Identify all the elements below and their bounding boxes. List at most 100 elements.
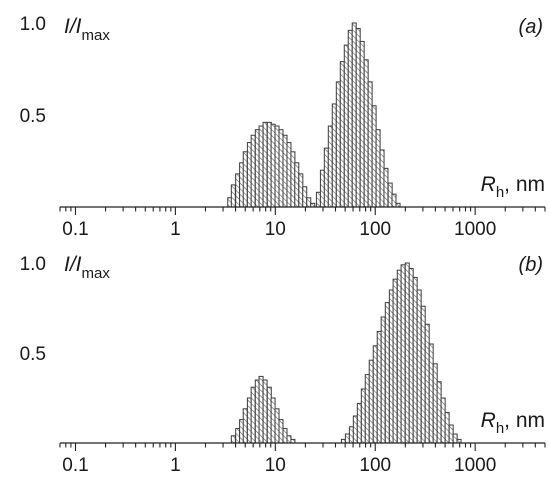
bar-b-s0-12	[278, 419, 284, 444]
x-tick-label-b: 1	[170, 455, 181, 476]
bar-b-s1-23	[432, 363, 438, 444]
bar-a-s1-8	[347, 29, 353, 208]
bar-a-s1-5	[335, 81, 341, 208]
bar-b-s1-1	[344, 433, 350, 444]
bar-a-s0-14	[282, 134, 288, 208]
bar-b-s0-11	[274, 408, 280, 444]
bar-a-s1-6	[339, 61, 345, 208]
x-axis-title-b: Rh, nm	[481, 409, 545, 437]
bar-b-s1-8	[372, 345, 378, 444]
bar-b-s1-22	[428, 343, 434, 444]
bar-b-s1-11	[384, 302, 390, 444]
x-ticks-b: 0.1 1 10 100 1000	[59, 443, 546, 476]
bar-b-s1-28	[452, 433, 458, 444]
bar-b-s0-8	[262, 379, 268, 444]
bar-b-s1-2	[348, 426, 354, 444]
bar-a-s0-17	[294, 162, 300, 208]
bar-a-s1-3	[327, 125, 333, 208]
panel-a: 0.1 1 10 100 1000 0.5 1.0 (a) I/Imax Rh, nm	[20, 14, 546, 240]
x-tick-label-a: 10	[265, 219, 286, 240]
x-tick-label-b: 10	[265, 455, 286, 476]
bar-b-s0-1	[235, 428, 241, 444]
bar-b-s1-4	[356, 402, 362, 444]
bar-b-s0-14	[286, 435, 292, 444]
bars-b	[230, 262, 462, 444]
x-tick-label-a: 100	[359, 219, 391, 240]
x-tick-label-b: 1000	[454, 455, 496, 476]
bar-a-s0-8	[258, 125, 264, 208]
bar-a-s1-1	[319, 169, 325, 208]
panel-b: 0.1 1 10 100 1000 0.5 1.0 (b) I/Imax Rh, nm	[20, 253, 546, 476]
bar-a-s0-1	[230, 184, 236, 208]
bar-b-s0-10	[270, 397, 276, 444]
bar-a-s1-0	[315, 191, 321, 208]
bar-a-s0-18	[298, 173, 304, 208]
bar-a-s0-15	[286, 142, 292, 208]
bar-b-s1-24	[436, 381, 442, 444]
bar-a-s1-10	[355, 28, 361, 208]
bar-a-s0-2	[235, 173, 241, 208]
bar-a-s1-12	[363, 59, 369, 208]
bar-a-s0-12	[274, 125, 280, 208]
bar-a-s1-2	[323, 147, 329, 208]
bar-a-s1-4	[331, 103, 337, 208]
bar-b-s1-6	[364, 374, 370, 444]
bar-a-s0-20	[306, 197, 312, 208]
y-axis-title-b: I/Imax	[64, 253, 110, 282]
bar-b-s1-16	[404, 262, 410, 444]
bar-a-s0-4	[242, 151, 248, 208]
bar-a-s0-6	[250, 134, 256, 208]
bar-a-s1-15	[375, 129, 381, 208]
x-tick-label-a: 1	[170, 219, 181, 240]
bar-a-s0-13	[278, 129, 284, 208]
bar-a-s0-9	[262, 121, 268, 208]
x-axis-title-a: Rh, nm	[481, 173, 545, 201]
bar-b-s1-18	[412, 276, 418, 444]
bar-a-s1-7	[343, 44, 349, 208]
y-tick-label-a: 0.5	[20, 106, 46, 127]
bar-a-s1-19	[391, 193, 397, 208]
bar-b-s1-21	[424, 323, 430, 444]
bar-b-s0-3	[242, 408, 248, 444]
x-tick-label-a: 1000	[454, 219, 496, 240]
bar-b-s0-7	[258, 375, 264, 444]
y-ticks-b: 0.5 1.0	[20, 254, 46, 365]
bar-b-s1-13	[392, 278, 398, 444]
y-axis-title-a: I/Imax	[64, 15, 110, 44]
panel-label-b: (b)	[519, 254, 543, 276]
bar-b-s1-9	[376, 330, 382, 444]
y-ticks-a: 0.5 1.0	[20, 14, 46, 127]
bar-a-s1-11	[359, 40, 365, 208]
bar-b-s1-5	[360, 388, 366, 444]
bar-b-s1-17	[408, 267, 414, 444]
bar-b-s1-27	[448, 424, 454, 444]
x-tick-label-b: 100	[359, 455, 391, 476]
x-tick-label-a: 0.1	[62, 219, 88, 240]
bar-a-s1-17	[383, 167, 389, 208]
y-tick-label-b: 0.5	[20, 344, 46, 365]
bar-a-s1-16	[379, 149, 385, 208]
bar-b-s1-25	[440, 397, 446, 444]
bar-a-s1-13	[367, 81, 373, 208]
bar-b-s1-20	[420, 305, 426, 444]
y-tick-label-b: 1.0	[20, 254, 46, 275]
bar-b-s1-3	[352, 415, 358, 444]
bar-a-s1-9	[351, 22, 357, 208]
bar-b-s1-15	[400, 264, 406, 444]
bar-b-s0-5	[250, 386, 256, 444]
bar-b-s1-10	[380, 316, 386, 444]
x-tick-label-b: 0.1	[62, 455, 88, 476]
y-tick-label-a: 1.0	[20, 14, 46, 35]
bar-a-s0-11	[270, 123, 276, 208]
bar-b-s1-19	[416, 289, 422, 444]
bar-b-s1-7	[368, 359, 374, 444]
bar-b-s1-26	[444, 411, 450, 444]
bar-a-s0-19	[302, 186, 308, 208]
bar-a-s1-14	[371, 105, 377, 208]
bar-b-s0-0	[230, 435, 236, 444]
panel-label-a: (a)	[519, 16, 543, 38]
bars-a	[227, 22, 401, 208]
bar-b-s0-13	[282, 428, 288, 444]
x-ticks-a: 0.1 1 10 100 1000	[59, 207, 546, 240]
